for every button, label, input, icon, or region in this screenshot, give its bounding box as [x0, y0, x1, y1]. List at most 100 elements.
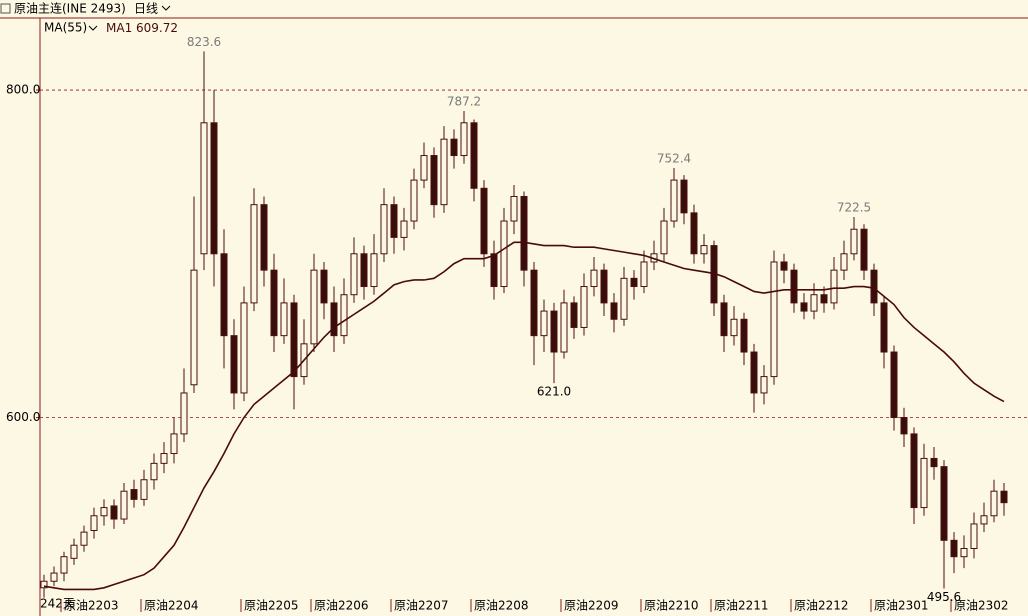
chevron [161, 5, 171, 11]
candle-body [240, 302, 248, 394]
candle-body [680, 179, 688, 214]
candle-body [190, 269, 198, 386]
candle-body [550, 310, 558, 353]
candle-body [910, 433, 918, 509]
candle-body [210, 122, 218, 255]
candle-body [790, 269, 798, 304]
candle-body [270, 269, 278, 337]
indicator[interactable]: MA(55) [44, 21, 87, 35]
candle-body [570, 302, 578, 328]
day-count: 242天 [40, 597, 75, 611]
candle-body [950, 539, 958, 558]
candle-body [80, 531, 88, 546]
candle-body [590, 269, 598, 288]
x-tick-label: 原油2205 [244, 599, 299, 613]
plot: 600.0 800.0 原油2203 原油2204 原油2205 原油2206 原油2207… [6, 35, 1028, 613]
candle-body [880, 302, 888, 353]
candle-body [310, 269, 318, 345]
candle-body [600, 269, 608, 304]
candle-body [200, 122, 208, 255]
candle-body [760, 376, 768, 394]
y-tick-label: 800.0 [6, 83, 40, 97]
candle-body [730, 318, 738, 337]
candle-body [440, 138, 448, 206]
candle-body [780, 261, 788, 271]
candle-body [70, 544, 78, 559]
candle-body [470, 122, 478, 189]
candle-body [770, 261, 778, 378]
candle-body [830, 269, 838, 304]
y-tick-label: 600.0 [6, 410, 40, 424]
high-label: 787.2 [447, 95, 481, 109]
candle-body [990, 490, 998, 517]
candle-body [120, 490, 128, 520]
ma-last: 609.72 [136, 21, 178, 35]
candle-body [460, 122, 468, 157]
candle-body [510, 195, 518, 222]
candle-body [660, 220, 668, 255]
candle-body [900, 417, 908, 435]
candle-body [840, 253, 848, 271]
candle-body [890, 351, 898, 419]
period[interactable]: 日线 [134, 2, 158, 16]
candle-body [850, 228, 858, 255]
candle-body [810, 294, 818, 312]
low-label: 495.6 [927, 590, 961, 604]
x-tick-label: 原油2207 [394, 599, 449, 613]
candle-body [490, 253, 498, 288]
candle-body [870, 269, 878, 304]
x-tick-label: 原油2208 [474, 599, 529, 613]
candle-body [700, 245, 708, 255]
candle-body [90, 515, 98, 531]
candle-body [980, 515, 988, 525]
candle-body [230, 335, 238, 394]
candle-body [480, 187, 488, 255]
toolbar [0, 0, 1028, 18]
candle-body [560, 302, 568, 353]
x-tick-label: 原油2203 [64, 599, 119, 613]
candle-body [450, 138, 458, 157]
candle-body [920, 457, 928, 509]
ma-line [43, 241, 1005, 591]
candle-body [630, 277, 638, 288]
chevron [88, 25, 98, 31]
candle-body [740, 318, 748, 353]
candle-body [500, 220, 508, 288]
candle-body [430, 155, 438, 206]
candle-body [420, 155, 428, 181]
candle-body [690, 212, 698, 255]
menu-icon[interactable] [0, 3, 11, 14]
candle-body [350, 253, 358, 296]
candle-body [720, 302, 728, 337]
candle-body [520, 195, 528, 271]
candle-body [100, 507, 108, 517]
candle-body [250, 204, 258, 304]
candle-body [340, 294, 348, 337]
candle-body [360, 253, 368, 288]
candle-body [130, 489, 138, 500]
candle-body [620, 277, 628, 320]
x-tick-label: 原油2204 [144, 599, 199, 613]
candle-body [40, 580, 48, 589]
candle-body [540, 310, 548, 337]
candle-body [370, 253, 378, 288]
high-label: 823.6 [187, 35, 221, 49]
x-tick-label: 原油2302 [954, 599, 1009, 613]
high-label: 752.4 [657, 151, 691, 165]
x-tick-label: 原油2206 [314, 599, 369, 613]
x-tick-label: 原油2209 [564, 599, 619, 613]
candle-body [670, 179, 678, 222]
high-label: 722.5 [837, 200, 871, 214]
low-label: 621.0 [537, 385, 571, 399]
instrument[interactable]: 原油主连(INE 2493) [14, 1, 126, 16]
ma-name: MA1 [106, 21, 132, 35]
candle-body [640, 261, 648, 288]
x-tick-label: 原油2301 [874, 599, 929, 613]
candle-body [180, 392, 188, 435]
candle-body [220, 253, 228, 337]
candle-body [280, 302, 288, 337]
candle-body [150, 462, 158, 481]
candle-body [390, 204, 398, 238]
candle-body [380, 204, 388, 255]
